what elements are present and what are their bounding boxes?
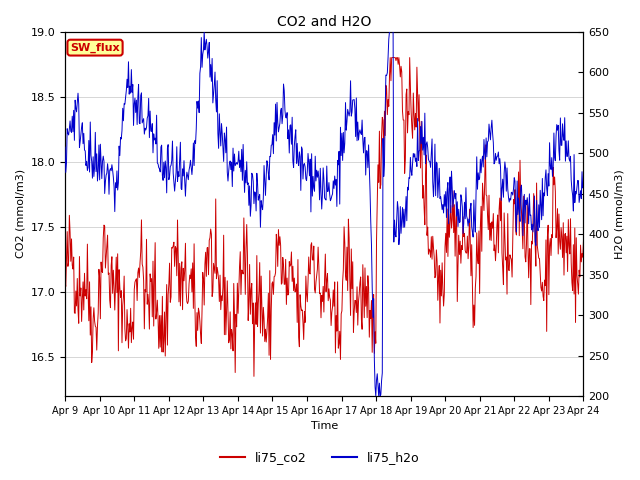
Y-axis label: H2O (mmol/m3): H2O (mmol/m3) xyxy=(615,169,625,259)
Legend: li75_co2, li75_h2o: li75_co2, li75_h2o xyxy=(215,446,425,469)
Y-axis label: CO2 (mmol/m3): CO2 (mmol/m3) xyxy=(15,169,25,258)
Title: CO2 and H2O: CO2 and H2O xyxy=(277,15,371,29)
X-axis label: Time: Time xyxy=(310,421,338,432)
Text: SW_flux: SW_flux xyxy=(70,43,120,53)
